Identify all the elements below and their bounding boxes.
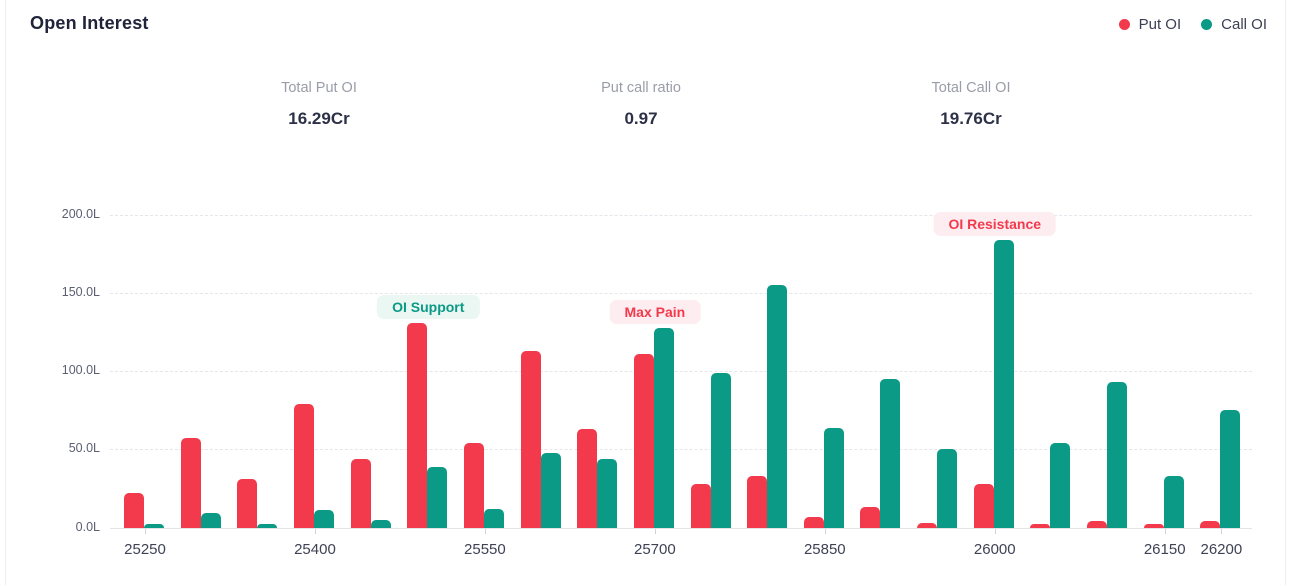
- stat-label: Total Put OI: [281, 80, 357, 96]
- stat-total-put-oi: Total Put OI 16.29Cr: [159, 80, 479, 129]
- put-oi-bar-26050[interactable]: [1030, 524, 1051, 528]
- put-oi-bar-25600[interactable]: [520, 350, 541, 528]
- gridline: [110, 293, 1252, 295]
- call-oi-bar-25800[interactable]: [767, 285, 788, 528]
- x-axis-label-25250: 25250: [124, 541, 166, 558]
- put-oi-bar-26200[interactable]: [1200, 521, 1221, 528]
- x-axis-label-25550: 25550: [464, 541, 506, 558]
- x-axis-tick: [1164, 528, 1166, 534]
- call-oi-bar-25550[interactable]: [483, 508, 504, 528]
- x-axis-tick: [145, 528, 146, 534]
- call-oi-bar-25500[interactable]: [427, 466, 448, 528]
- put-oi-bar-26100[interactable]: [1087, 521, 1108, 528]
- x-axis-tick: [654, 528, 656, 534]
- x-axis-label-26150: 26150: [1143, 541, 1186, 558]
- call-oi-bar-25750[interactable]: [710, 372, 731, 528]
- call-oi-bar-25950[interactable]: [937, 449, 958, 528]
- oi-resistance-badge: OI Resistance: [933, 212, 1057, 236]
- x-axis-label-26200: 26200: [1200, 541, 1243, 558]
- put-oi-bar-26150[interactable]: [1143, 524, 1164, 528]
- x-axis-tick: [1221, 528, 1223, 534]
- gridline: [110, 371, 1252, 373]
- stat-value: 19.76Cr: [940, 109, 1002, 128]
- legend-item-put-oi[interactable]: Put OI: [1118, 16, 1182, 33]
- y-axis-tick-label: 200.0L: [61, 207, 100, 221]
- put-oi-bar-25900[interactable]: [860, 507, 881, 528]
- stat-total-call-oi: Total Call OI 19.76Cr: [811, 80, 1131, 129]
- put-oi-bar-25850[interactable]: [803, 516, 824, 528]
- call-oi-bar-25400[interactable]: [313, 510, 334, 528]
- x-axis-label-25700: 25700: [633, 541, 676, 558]
- x-axis-label-25400: 25400: [294, 541, 336, 558]
- stat-value: 16.29Cr: [288, 109, 350, 128]
- call-oi-bar-26150[interactable]: [1163, 475, 1184, 528]
- call-oi-bar-25250[interactable]: [144, 524, 164, 528]
- y-axis-tick-label: 50.0L: [68, 441, 100, 456]
- put-oi-bar-25700[interactable]: [633, 354, 654, 528]
- gridline: [110, 449, 1252, 451]
- put-oi-bar-25250[interactable]: [124, 493, 144, 528]
- call-oi-bar-25700[interactable]: [653, 327, 674, 528]
- put-oi-bar-25300[interactable]: [180, 438, 201, 528]
- stat-value: 0.97: [624, 109, 658, 128]
- stat-put-call-ratio: Put call ratio 0.97: [481, 80, 801, 129]
- call-oi-bar-26200[interactable]: [1220, 410, 1241, 528]
- call-oi-bar-25900[interactable]: [880, 379, 901, 528]
- stat-label: Total Call OI: [931, 80, 1011, 96]
- oi-support-badge: OI Support: [377, 294, 480, 319]
- x-axis-tick: [314, 528, 316, 534]
- put-oi-bar-25500[interactable]: [407, 322, 428, 528]
- y-axis-tick-label: 150.0L: [61, 285, 100, 300]
- gridline: [110, 215, 1252, 216]
- call-oi-bar-26050[interactable]: [1050, 443, 1071, 528]
- max-pain-badge: Max Pain: [609, 299, 701, 324]
- put-oi-bar-25650[interactable]: [577, 429, 598, 528]
- stat-label: Put call ratio: [601, 80, 681, 96]
- put-oi-bar-25950[interactable]: [917, 522, 938, 528]
- legend-item-call-oi[interactable]: Call OI: [1201, 16, 1267, 33]
- x-axis-tick: [484, 528, 486, 534]
- x-axis-line: [110, 527, 1252, 529]
- call-oi-bar-25650[interactable]: [597, 458, 618, 528]
- y-axis-tick-label: 0.0L: [75, 519, 100, 534]
- y-axis-tick-label: 100.0L: [61, 363, 100, 378]
- card-left-border: [5, 0, 6, 585]
- put-oi-bar-25750[interactable]: [690, 483, 711, 528]
- legend-label: Call OI: [1221, 16, 1267, 33]
- put-oi-bar-26000[interactable]: [973, 483, 994, 528]
- put-oi-bar-25400[interactable]: [293, 404, 314, 528]
- put-oi-bar-25350[interactable]: [237, 479, 258, 528]
- x-axis-tick: [824, 528, 826, 534]
- legend-label: Put OI: [1138, 16, 1182, 33]
- call-oi-bar-25300[interactable]: [200, 513, 221, 528]
- call-oi-bar-25850[interactable]: [823, 427, 844, 528]
- put-oi-bar-25800[interactable]: [747, 475, 768, 528]
- call-oi-bar-26000[interactable]: [993, 240, 1014, 528]
- x-axis-label-26000: 26000: [973, 541, 1016, 558]
- put-oi-bar-25450[interactable]: [350, 458, 371, 528]
- chart-legend: Put OI Call OI: [1118, 16, 1267, 33]
- call-oi-bar-25450[interactable]: [370, 519, 391, 528]
- call-oi-bar-25600[interactable]: [540, 452, 561, 528]
- call-oi-bar-26100[interactable]: [1107, 382, 1128, 528]
- page-title: Open Interest: [30, 13, 149, 33]
- card-right-border: [1285, 0, 1286, 585]
- x-axis-label-25850: 25850: [803, 541, 846, 558]
- x-axis-tick: [994, 528, 996, 534]
- call-oi-bar-25350[interactable]: [257, 524, 278, 528]
- call-oi-dot-icon: [1201, 19, 1213, 30]
- put-oi-dot-icon: [1118, 19, 1130, 30]
- put-oi-bar-25550[interactable]: [463, 443, 484, 528]
